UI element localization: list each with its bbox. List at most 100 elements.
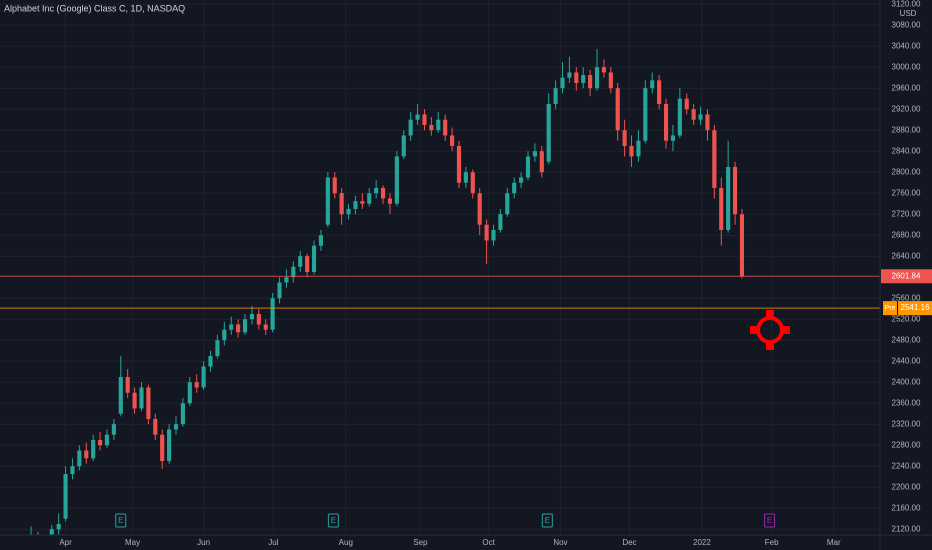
candle-body	[512, 182, 517, 194]
candle-body	[353, 201, 358, 209]
y-tick-label: 2160.00	[892, 503, 921, 512]
candle-body	[367, 193, 372, 204]
y-tick-label: 2320.00	[892, 419, 921, 428]
candle-body	[450, 135, 455, 146]
x-tick-label: Feb	[765, 538, 779, 547]
candle-body	[311, 245, 317, 272]
y-tick-label: 2640.00	[892, 251, 921, 260]
candle-body	[567, 72, 572, 78]
x-tick-label: Dec	[622, 538, 636, 547]
event-label: E	[545, 516, 550, 525]
candle-body	[429, 124, 434, 131]
premarket-label: 2541.16	[901, 303, 930, 312]
candle-body	[360, 201, 365, 204]
candle-body	[525, 156, 531, 178]
y-tick-label: 3120.00	[892, 0, 921, 8]
candle-body	[684, 98, 689, 110]
candle-body	[187, 382, 192, 404]
candle-body	[636, 140, 641, 157]
candle-body	[104, 434, 110, 446]
candle-body	[291, 266, 296, 278]
y-tick-label: 2800.00	[892, 167, 921, 176]
event-label: E	[331, 516, 336, 525]
candle-body	[691, 109, 696, 120]
candle-body	[608, 72, 613, 89]
candle-body	[125, 376, 130, 393]
axes: 2120.00 2160.00 2200.00 2240.00 2280.00 2320.…	[59, 0, 932, 547]
candle-body	[739, 214, 745, 277]
candle-body	[712, 130, 717, 188]
candle-body	[443, 119, 448, 136]
candle-body	[594, 67, 600, 89]
premarket-tag: Pre	[885, 305, 896, 312]
candle-body	[629, 145, 634, 157]
y-tick-label: 2920.00	[892, 104, 921, 113]
x-tick-label: 2022	[693, 538, 711, 547]
target-icon	[750, 310, 790, 350]
candle-body	[146, 387, 151, 419]
event-marker	[541, 513, 553, 528]
candle-body	[663, 103, 669, 141]
candle-body	[657, 80, 662, 104]
candle-body	[677, 98, 682, 136]
candle-body	[270, 298, 275, 330]
candle-body	[222, 329, 227, 341]
candle-body	[670, 135, 676, 141]
candle-body	[111, 424, 116, 435]
candle-body	[574, 72, 579, 83]
candle-body	[484, 224, 489, 241]
y-tick-label: 2840.00	[892, 146, 921, 155]
candle-body	[505, 193, 510, 215]
candle-body	[263, 324, 268, 330]
x-tick-label: Apr	[59, 538, 72, 547]
candle-body	[298, 256, 303, 267]
last-price-label: 2601.84	[892, 271, 921, 280]
y-tick-label: 2480.00	[892, 335, 921, 344]
candle-body	[167, 429, 172, 461]
candle-body	[408, 119, 413, 136]
candle-body	[650, 80, 655, 89]
x-tick-label: Mar	[827, 538, 841, 547]
candle-body	[56, 523, 61, 530]
candle-body	[139, 387, 144, 409]
candle-body	[643, 88, 648, 141]
x-tick-label: Jun	[197, 538, 210, 547]
y-tick-label: 2120.00	[892, 524, 921, 533]
candle-body	[491, 229, 496, 241]
y-tick-label: 2400.00	[892, 377, 921, 386]
y-tick-label: 2960.00	[892, 83, 921, 92]
y-tick-label: 2560.00	[892, 293, 921, 302]
x-tick-label: May	[125, 538, 140, 547]
candle-body	[91, 439, 96, 459]
candle-body	[70, 466, 75, 475]
currency-label: USD	[900, 9, 917, 18]
candle-body	[339, 193, 344, 215]
candle-body	[401, 135, 406, 157]
candle-body	[553, 88, 558, 104]
event-marker	[327, 513, 339, 528]
candle-body	[98, 439, 103, 446]
candle-body	[463, 172, 468, 183]
candle-body	[588, 75, 593, 89]
candle-body	[277, 282, 282, 299]
candle-body	[256, 313, 261, 325]
chart-title: Alphabet Inc (Google) Class C, 1D, NASDA…	[4, 3, 185, 13]
candle-body	[194, 382, 199, 388]
candle-body	[546, 103, 551, 162]
candle-body	[160, 434, 165, 461]
last-price-box	[881, 269, 932, 284]
candle-body	[284, 277, 289, 283]
candle-body	[519, 177, 524, 183]
candle-body	[332, 177, 337, 194]
candle-body	[249, 313, 254, 320]
candle-body	[380, 187, 386, 199]
candle-body	[581, 75, 586, 83]
event-marker	[115, 513, 127, 528]
candle-body	[180, 403, 185, 425]
candle-body	[601, 67, 606, 73]
candle-body	[346, 208, 351, 215]
candle-body	[705, 114, 710, 131]
